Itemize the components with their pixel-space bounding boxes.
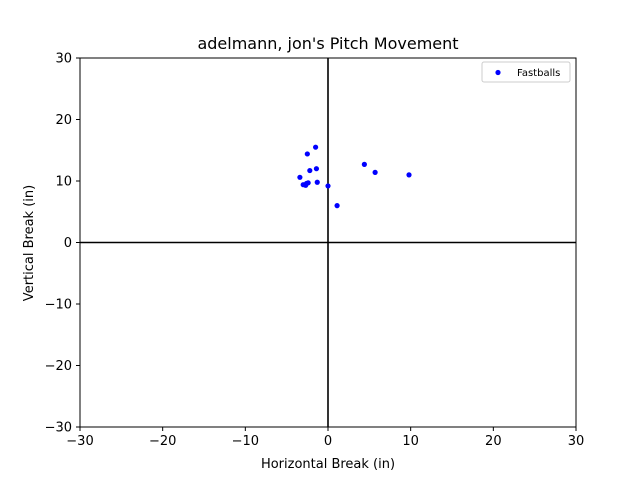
data-point <box>307 167 313 174</box>
data-point <box>325 183 331 189</box>
y-tick-label: 30 <box>55 52 72 67</box>
legend-box <box>481 61 571 83</box>
data-point <box>361 161 367 167</box>
y-tick-label: −10 <box>45 298 72 313</box>
x-axis-label: Horizontal Break (in) <box>261 457 395 472</box>
x-tick-label: −10 <box>232 434 259 449</box>
data-point <box>334 203 340 209</box>
data-point <box>297 174 303 180</box>
x-tick-label: 0 <box>324 434 332 449</box>
y-tick-label: 20 <box>55 113 72 128</box>
x-tick-label: 20 <box>485 434 502 449</box>
data-points <box>297 144 412 209</box>
data-point <box>406 172 412 178</box>
y-tick-label: −30 <box>45 421 72 436</box>
data-point <box>304 151 310 157</box>
y-tick-label: −20 <box>45 359 72 374</box>
data-point <box>305 180 311 186</box>
x-axis-ticks: −30 −20 −10 0 10 20 30 <box>66 427 584 449</box>
reference-lines <box>80 58 576 427</box>
y-axis-label: Vertical Break (in) <box>22 185 37 301</box>
x-tick-label: 10 <box>402 434 419 449</box>
chart-title: adelmann, jon's Pitch Movement <box>197 34 458 53</box>
legend: Fastballs <box>481 61 571 83</box>
data-point <box>313 166 320 172</box>
x-tick-label: 30 <box>568 434 585 449</box>
y-tick-label: 0 <box>64 236 72 251</box>
y-axis-ticks: −30 −20 −10 0 10 20 30 <box>45 52 80 436</box>
y-tick-label: 10 <box>55 175 72 190</box>
legend-label-fastballs: Fastballs <box>517 68 560 79</box>
data-point <box>314 179 320 185</box>
x-tick-label: −30 <box>66 434 93 449</box>
x-tick-label: −20 <box>149 434 176 449</box>
legend-marker <box>495 69 501 76</box>
data-point <box>313 144 319 150</box>
data-point <box>372 169 378 175</box>
